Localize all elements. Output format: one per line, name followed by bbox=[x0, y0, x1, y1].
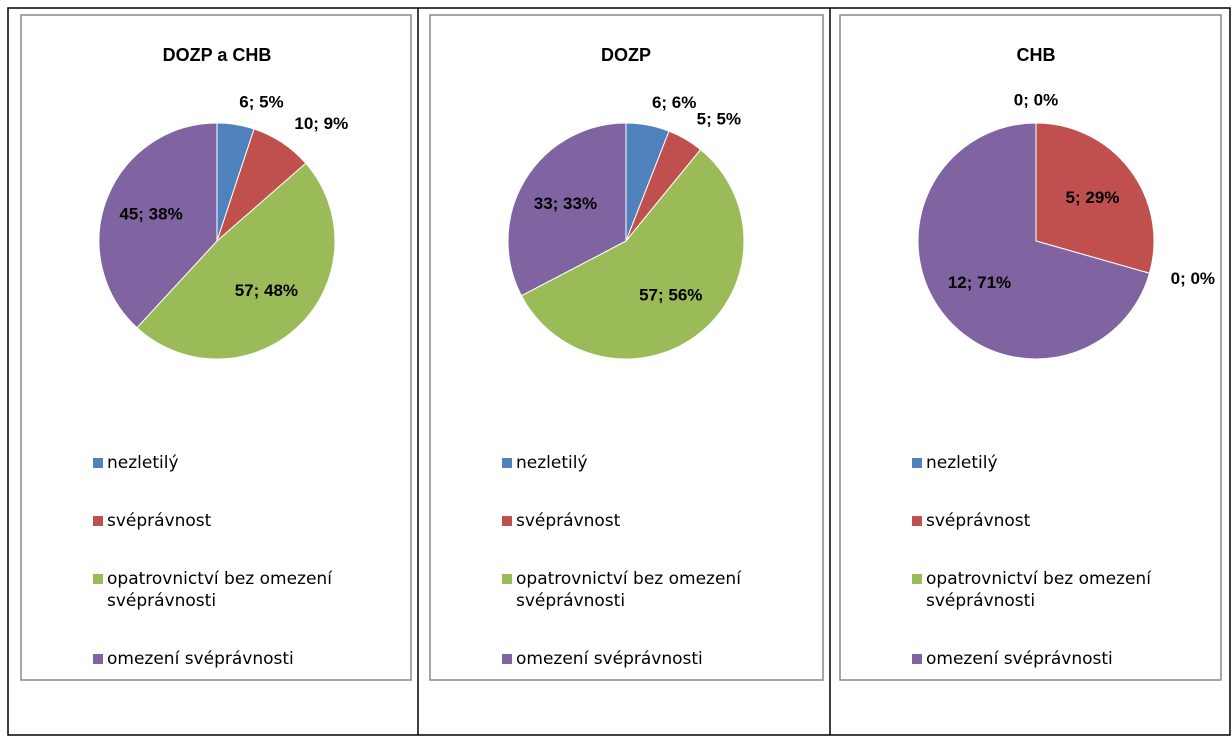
legend-entry: omezení svéprávnosti bbox=[93, 648, 353, 670]
data-label: 0; 0% bbox=[1014, 90, 1058, 109]
legend-label: omezení svéprávnosti bbox=[107, 649, 294, 669]
legend-entry: svéprávnost bbox=[93, 510, 353, 532]
legend-entry: nezletilý bbox=[502, 452, 762, 474]
chart-title: CHB bbox=[1017, 45, 1056, 65]
legend-entry: opatrovnictví bez omezení svéprávnosti bbox=[502, 568, 762, 612]
legend: nezletilý svéprávnost opatrovnictví bez om… bbox=[912, 452, 1172, 670]
chart-title: DOZP bbox=[601, 45, 651, 65]
legend-box: nezletilý svéprávnost opatrovnictví bez om… bbox=[912, 452, 1172, 670]
legend-swatch bbox=[502, 654, 512, 664]
pie-slice bbox=[1035, 122, 1155, 274]
legend-label: omezení svéprávnosti bbox=[516, 649, 703, 669]
pie-slice bbox=[507, 122, 627, 297]
legend-label: nezletilý bbox=[516, 453, 588, 473]
legend-label: svéprávnost bbox=[516, 511, 621, 531]
data-label: 57; 48% bbox=[235, 281, 298, 300]
legend-swatch bbox=[93, 574, 103, 584]
legend-swatch bbox=[912, 574, 922, 584]
legend-entry: omezení svéprávnosti bbox=[502, 648, 762, 670]
data-label: 10; 9% bbox=[294, 114, 348, 133]
data-label: 6; 5% bbox=[239, 92, 283, 111]
data-label: 5; 5% bbox=[697, 110, 741, 129]
data-label: 33; 33% bbox=[534, 194, 597, 213]
legend-label: opatrovnictví bez omezení svéprávnosti bbox=[926, 569, 1151, 611]
legend-label: opatrovnictví bez omezení svéprávnosti bbox=[107, 569, 332, 611]
table-border bbox=[7, 7, 1231, 736]
legend: nezletilý svéprávnost opatrovnictví bez om… bbox=[93, 452, 353, 670]
legend-entry: nezletilý bbox=[912, 452, 1172, 474]
legend-label: omezení svéprávnosti bbox=[926, 649, 1113, 669]
legend-label: opatrovnictví bez omezení svéprávnosti bbox=[516, 569, 741, 611]
legend-box: nezletilý svéprávnost opatrovnictví bez om… bbox=[502, 452, 762, 670]
legend-entry: opatrovnictví bez omezení svéprávnosti bbox=[93, 568, 353, 612]
legend-entry: svéprávnost bbox=[912, 510, 1172, 532]
legend-label: svéprávnost bbox=[926, 511, 1031, 531]
data-label: 0; 0% bbox=[1171, 269, 1215, 288]
legend-swatch bbox=[912, 516, 922, 526]
pie-slice bbox=[520, 148, 745, 360]
legend-entry: opatrovnictví bez omezení svéprávnosti bbox=[912, 568, 1172, 612]
legend-swatch bbox=[502, 458, 512, 468]
data-label: 6; 6% bbox=[652, 93, 696, 112]
pie-slice bbox=[917, 122, 1151, 360]
data-label: 5; 29% bbox=[1066, 188, 1120, 207]
pie-slice bbox=[98, 122, 218, 329]
legend: nezletilý svéprávnost opatrovnictví bez om… bbox=[502, 452, 762, 670]
legend-swatch bbox=[93, 516, 103, 526]
legend-entry: svéprávnost bbox=[502, 510, 762, 532]
pie-slice bbox=[136, 162, 336, 360]
legend-swatch bbox=[912, 654, 922, 664]
legend-swatch bbox=[93, 458, 103, 468]
data-label: 12; 71% bbox=[948, 273, 1011, 292]
legend-label: nezletilý bbox=[107, 453, 179, 473]
legend-swatch bbox=[502, 574, 512, 584]
chart-title: DOZP a CHB bbox=[163, 45, 272, 65]
legend-entry: omezení svéprávnosti bbox=[912, 648, 1172, 670]
legend-swatch bbox=[912, 458, 922, 468]
data-label: 45; 38% bbox=[119, 205, 182, 224]
legend-entry: nezletilý bbox=[93, 452, 353, 474]
data-label: 57; 56% bbox=[639, 285, 702, 304]
legend-swatch bbox=[93, 654, 103, 664]
legend-label: nezletilý bbox=[926, 453, 998, 473]
legend-box: nezletilý svéprávnost opatrovnictví bez om… bbox=[93, 452, 353, 670]
legend-label: svéprávnost bbox=[107, 511, 212, 531]
legend-swatch bbox=[502, 516, 512, 526]
